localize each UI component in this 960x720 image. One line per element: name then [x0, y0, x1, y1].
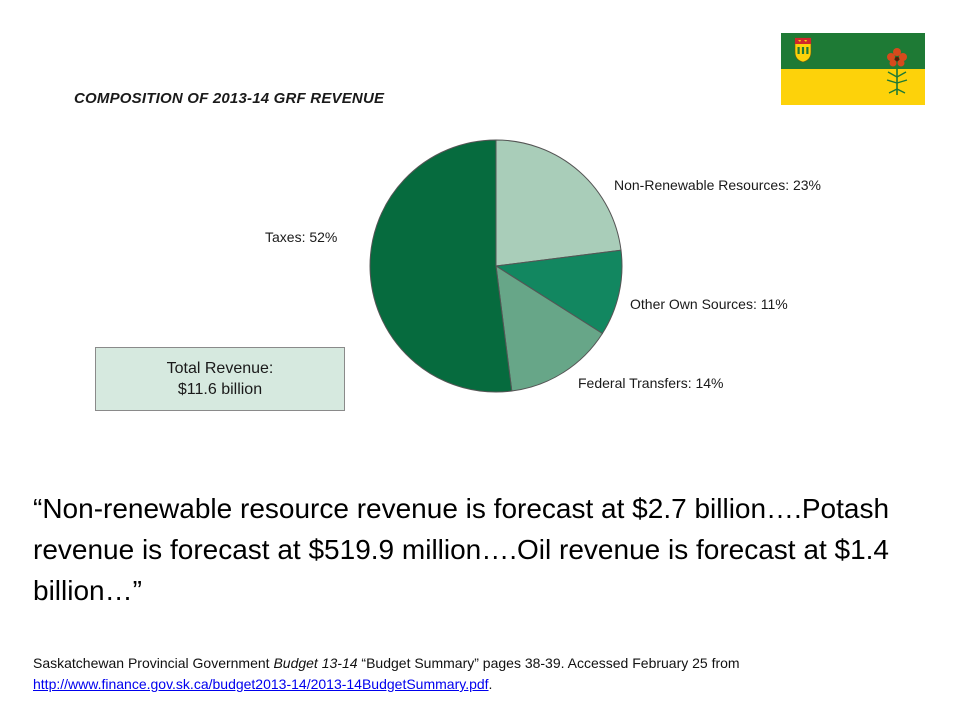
total-revenue-label: Total Revenue: [166, 360, 274, 377]
slice-label-other-own: Other Own Sources: 11% [630, 296, 788, 312]
source-title: Budget 13-14 [273, 655, 358, 671]
pie-slice-federal-transfers [495, 265, 604, 392]
pie-slice-taxes [369, 139, 513, 393]
total-revenue-value: $11.6 billion [177, 381, 263, 398]
pie-slice-other-own-sources [494, 249, 623, 335]
source-citation: Saskatchewan Provincial Government Budge… [33, 653, 933, 695]
chart-title: COMPOSITION OF 2013-14 GRF REVENUE [74, 90, 385, 107]
source-link[interactable]: http://www.finance.gov.sk.ca/budget2013-… [33, 676, 489, 692]
shield-icon [794, 37, 812, 63]
source-suffix: . [488, 676, 493, 692]
saskatchewan-flag-icon [781, 33, 925, 105]
quote-text: “Non-renewable resource revenue is forec… [33, 493, 890, 606]
pie-slice-non-renewable-resources [495, 139, 622, 267]
slice-label-federal: Federal Transfers: 14% [578, 375, 724, 391]
slice-label-non-renewable: Non-Renewable Resources: 23% [614, 177, 821, 193]
slice-label-taxes: Taxes: 52% [265, 229, 338, 245]
source-prefix: Saskatchewan Provincial Government [33, 655, 274, 671]
total-revenue-box: Total Revenue: $11.6 billion [95, 347, 345, 411]
pie-chart [369, 139, 623, 393]
lily-icon [886, 48, 908, 95]
source-middle: “Budget Summary” pages 38-39. Accessed F… [357, 655, 740, 671]
